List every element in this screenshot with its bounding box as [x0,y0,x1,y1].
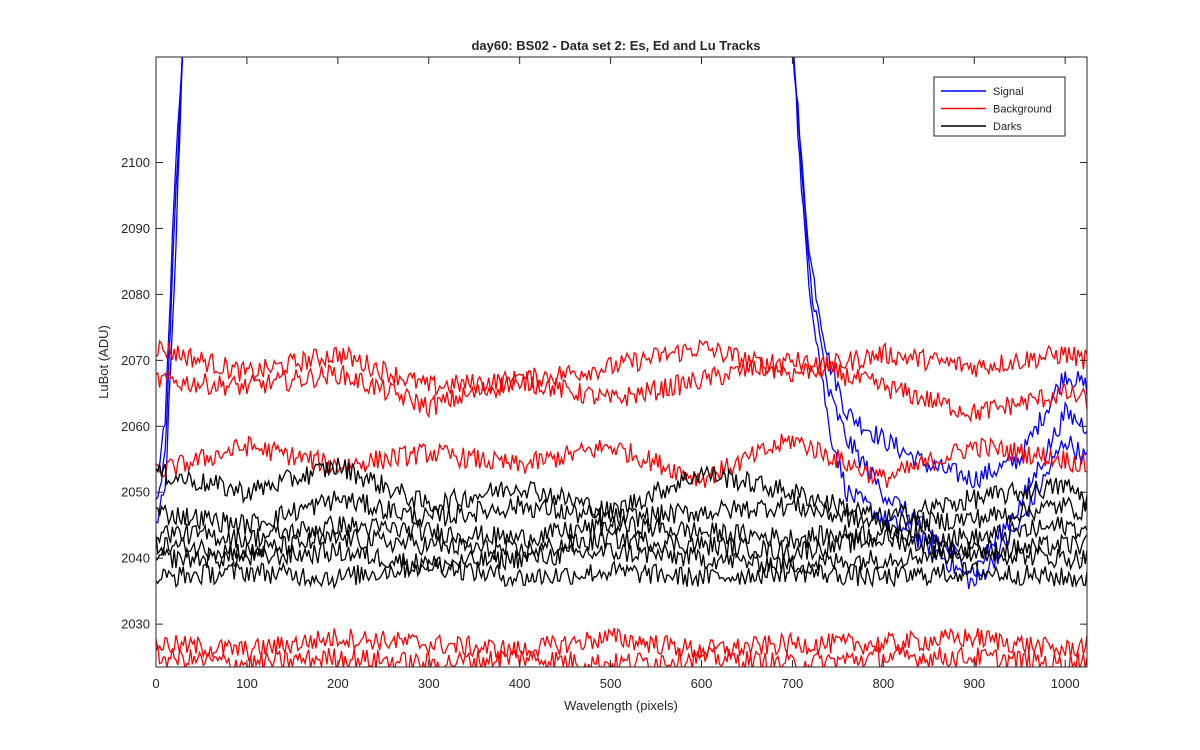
series-line-background-6 [156,627,1087,662]
x-tick-label: 1000 [1051,676,1080,691]
x-tick-label: 700 [782,676,804,691]
x-tick-label: 900 [963,676,985,691]
x-tick-label: 800 [872,676,894,691]
x-tick-label: 500 [600,676,622,691]
series-line-background-7 [156,644,1087,667]
y-tick-label: 2100 [121,155,150,170]
legend: Signal Background Darks [933,76,1066,137]
y-tick-label: 2040 [121,551,150,566]
legend-label-background: Background [993,104,1052,116]
series-line-background-4 [156,351,1087,424]
x-tick-label: 0 [152,676,159,691]
x-axis-label: Wavelength (pixels) [564,698,678,713]
x-tick-label: 600 [691,676,713,691]
chart-title: day60: BS02 - Data set 2: Es, Ed and Lu … [471,38,760,53]
y-tick-label: 2060 [121,419,150,434]
series-line-darks-8 [156,457,1087,529]
x-tick-label: 300 [418,676,440,691]
y-tick-label: 2070 [121,353,150,368]
legend-label-signal: Signal [993,86,1024,98]
x-tick-label: 100 [236,676,258,691]
y-axis-label: LuBot (ADU) [96,325,111,399]
series-line-darks-9 [156,490,1087,537]
series-line-darks-11 [156,527,1087,564]
y-tick-label: 2080 [121,287,150,302]
y-tick-label: 2090 [121,221,150,236]
series-line-darks-13 [156,555,1087,590]
series-line-darks-12 [156,540,1087,575]
series-line-signal-0 [156,57,1087,524]
x-tick-label: 200 [327,676,349,691]
series-layer [156,57,1087,667]
series-line-background-5 [156,433,1087,489]
series-line-background-3 [156,338,1087,397]
series-line-signal-1 [156,57,1087,590]
x-axis-ticks: 0 100 200 300 400 500 600 700 800 900 1000 [152,57,1080,691]
y-tick-label: 2030 [121,617,150,632]
plot-area-frame [155,56,1088,668]
y-tick-label: 2050 [121,485,150,500]
series-line-darks-10 [156,515,1087,549]
legend-label-darks: Darks [993,121,1022,133]
y-axis-ticks: 2030 2040 2050 2060 2070 2080 2090 2100 [121,155,1087,632]
x-tick-label: 400 [509,676,531,691]
